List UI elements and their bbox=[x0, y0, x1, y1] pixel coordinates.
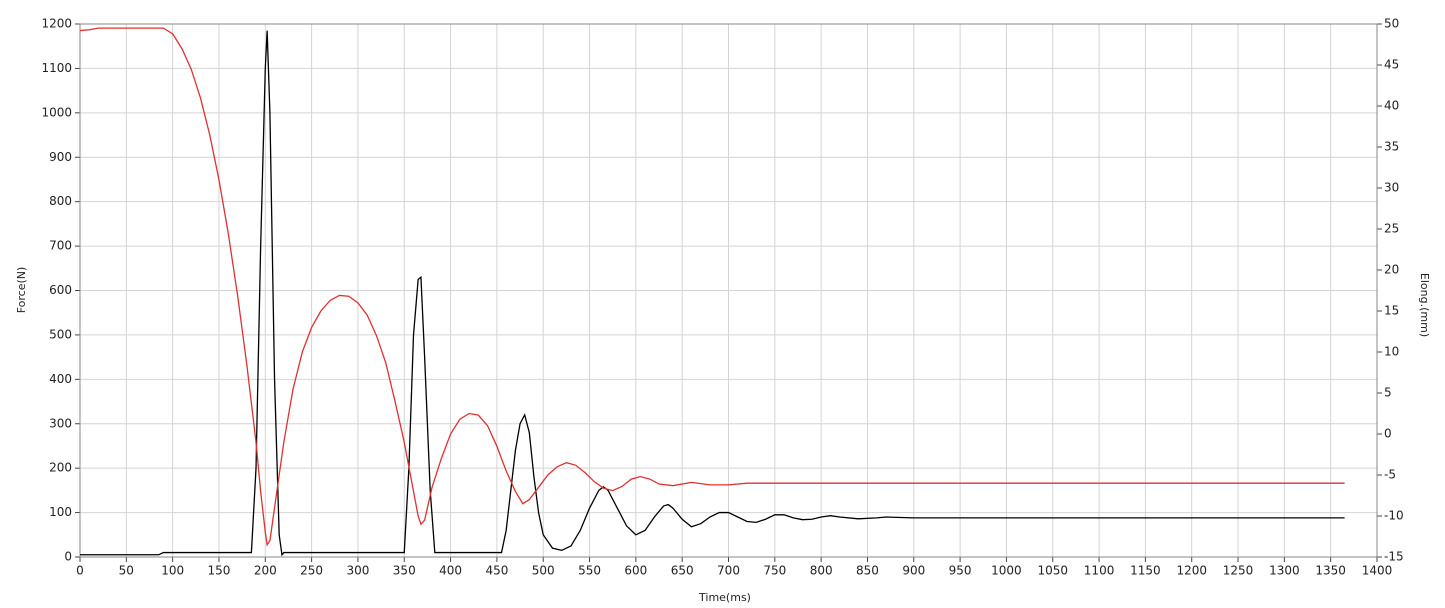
data-line bbox=[80, 30, 1345, 557]
y2-tick-label: 5 bbox=[1384, 386, 1392, 400]
y-tick-label: 900 bbox=[49, 150, 72, 164]
x-tick-label: 550 bbox=[578, 564, 601, 578]
x-tick-label: 950 bbox=[949, 564, 972, 578]
data-line bbox=[79, 27, 1345, 547]
x-tick-label: 350 bbox=[393, 564, 416, 578]
x-tick-label: 450 bbox=[485, 564, 508, 578]
y2-tick-label: -5 bbox=[1384, 468, 1396, 482]
x-tick-label: 1400 bbox=[1362, 564, 1393, 578]
x-tick-label: 1100 bbox=[1084, 564, 1115, 578]
y-tick-label: 500 bbox=[49, 327, 72, 341]
y-tick-label: 1100 bbox=[41, 61, 72, 75]
x-tick-label: 800 bbox=[810, 564, 833, 578]
y2-axis-label: Elong.(mm) bbox=[1418, 273, 1431, 337]
x-tick-label: 900 bbox=[902, 564, 925, 578]
y-tick-label: 800 bbox=[49, 194, 72, 208]
x-tick-label: 0 bbox=[76, 564, 84, 578]
x-tick-label: 400 bbox=[439, 564, 462, 578]
x-tick-label: 250 bbox=[300, 564, 323, 578]
x-tick-label: 1000 bbox=[991, 564, 1022, 578]
y-tick-label: 400 bbox=[49, 372, 72, 386]
x-tick-label: 650 bbox=[671, 564, 694, 578]
x-tick-label: 100 bbox=[161, 564, 184, 578]
y-tick-label: 1000 bbox=[41, 105, 72, 119]
y-tick-label: 100 bbox=[49, 505, 72, 519]
x-tick-label: 1350 bbox=[1315, 564, 1346, 578]
x-tick-label: 1200 bbox=[1176, 564, 1207, 578]
plot-frame bbox=[79, 23, 1378, 558]
x-tick-label: 750 bbox=[763, 564, 786, 578]
y2-tick-label: 30 bbox=[1384, 181, 1399, 195]
x-tick-label: 300 bbox=[346, 564, 369, 578]
y2-tick-label: 20 bbox=[1384, 263, 1399, 277]
x-tick-label: 600 bbox=[624, 564, 647, 578]
y-tick-label: 200 bbox=[49, 461, 72, 475]
y-tick-label: 0 bbox=[64, 550, 72, 564]
x-axis-label: Time(ms) bbox=[698, 591, 751, 604]
x-tick-label: 1050 bbox=[1037, 564, 1068, 578]
x-tick-label: 700 bbox=[717, 564, 740, 578]
x-tick-label: 850 bbox=[856, 564, 879, 578]
y2-tick-label: -15 bbox=[1384, 550, 1404, 564]
y-tick-label: 1200 bbox=[41, 17, 72, 31]
x-tick-label: 1300 bbox=[1269, 564, 1300, 578]
y-axis-label: Force(N) bbox=[15, 267, 28, 314]
x-tick-label: 500 bbox=[532, 564, 555, 578]
y2-tick-label: 40 bbox=[1384, 99, 1399, 113]
x-tick-label: 1150 bbox=[1130, 564, 1161, 578]
y2-tick-label: -10 bbox=[1384, 509, 1404, 523]
y-tick-label: 300 bbox=[49, 416, 72, 430]
y2-tick-label: 25 bbox=[1384, 222, 1399, 236]
y2-tick-label: 0 bbox=[1384, 427, 1392, 441]
x-tick-label: 150 bbox=[208, 564, 231, 578]
y2-tick-label: 50 bbox=[1384, 17, 1399, 31]
y-tick-label: 700 bbox=[49, 239, 72, 253]
x-tick-label: 50 bbox=[119, 564, 134, 578]
y-tick-label: 600 bbox=[49, 283, 72, 297]
x-tick-label: 1250 bbox=[1223, 564, 1254, 578]
y2-tick-label: 35 bbox=[1384, 140, 1399, 154]
x-tick-label: 200 bbox=[254, 564, 277, 578]
y2-tick-label: 10 bbox=[1384, 345, 1399, 359]
y2-tick-label: 45 bbox=[1384, 58, 1399, 72]
y2-tick-label: 15 bbox=[1384, 304, 1399, 318]
